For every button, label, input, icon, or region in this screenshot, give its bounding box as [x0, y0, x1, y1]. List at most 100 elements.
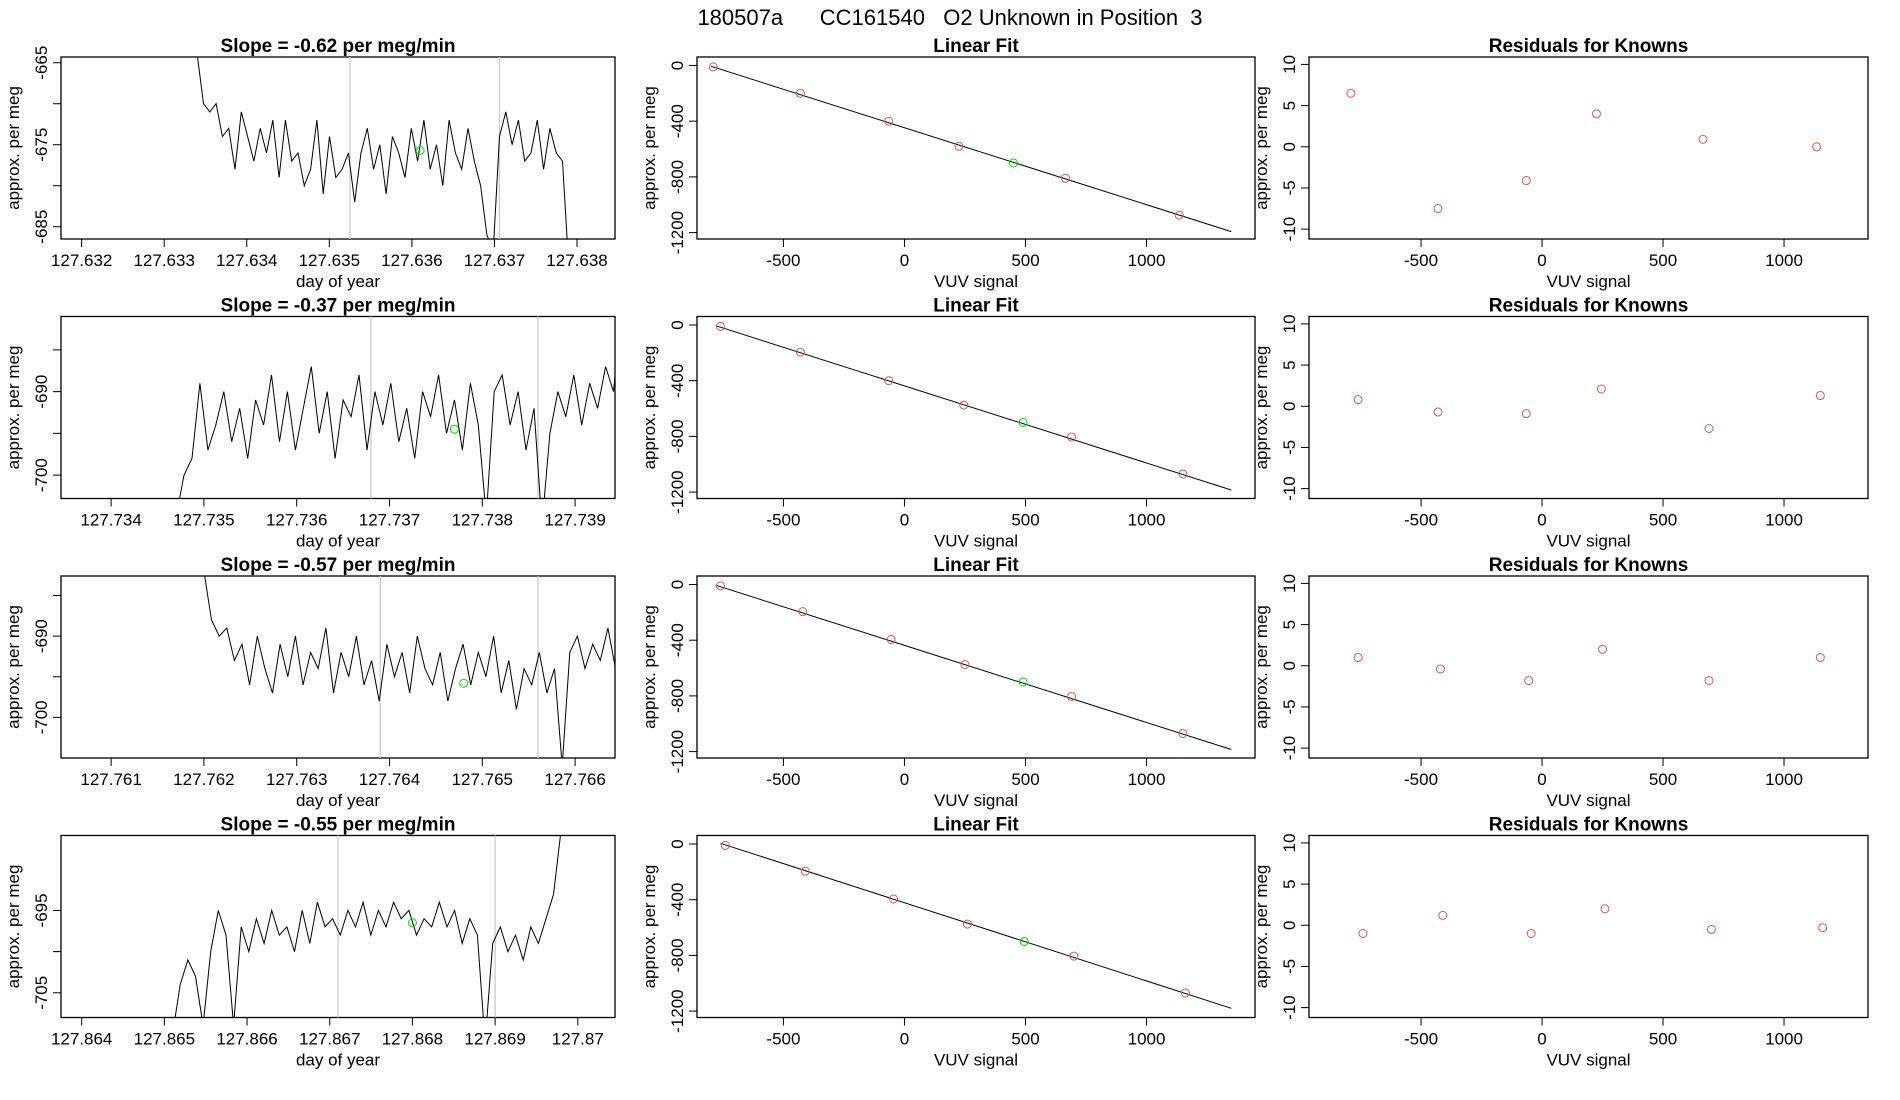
plot-frame — [696, 834, 1256, 1019]
timeseries-panel: Slope = -0.55 per meg/min 127.864 127.865 1… — [4, 815, 616, 1070]
x-tick-label: 500 — [1011, 770, 1039, 789]
residual-point — [1704, 424, 1714, 433]
x-tick-label: 127.763 — [266, 770, 327, 789]
residual-point — [1433, 204, 1443, 214]
residuals-panel: Residuals for Knowns -500 0 500 1000 10 5 0 -5 -1… — [1252, 296, 1869, 551]
residual-point — [1812, 142, 1822, 152]
x-tick-label: 127.734 — [80, 511, 141, 530]
x-tick-label: 127.766 — [544, 770, 605, 789]
x-tick-label: 127.865 — [134, 1030, 195, 1049]
y-tick-label: -705 — [32, 976, 51, 1010]
x-tick-label: 127.739 — [544, 511, 605, 530]
y-tick-label: -800 — [668, 419, 687, 453]
y-tick-label: -800 — [668, 160, 687, 194]
y-axis-label: approx. per meg — [640, 86, 659, 210]
y-tick-label: -675 — [32, 128, 51, 162]
x-tick-label: -500 — [1404, 251, 1438, 270]
x-tick-label: -500 — [766, 770, 800, 789]
x-tick-label: 127.761 — [80, 770, 141, 789]
x-tick-label: -500 — [1404, 1030, 1438, 1049]
unknown-point — [1008, 158, 1018, 168]
x-tick-label: 1000 — [1765, 770, 1803, 789]
known-point — [798, 607, 808, 617]
known-point — [884, 116, 894, 126]
x-axis-label: VUV signal — [1546, 791, 1630, 810]
series-line — [174, 835, 561, 1018]
x-tick-label: 127.764 — [359, 770, 420, 789]
known-point — [886, 634, 896, 644]
y-axis-label: approx. per meg — [640, 605, 659, 729]
x-tick-label: 1000 — [1765, 511, 1803, 530]
x-axis-label: VUV signal — [1546, 1051, 1630, 1070]
x-tick-label: 1000 — [1128, 1030, 1166, 1049]
y-tick-label: -5 — [1280, 440, 1299, 455]
y-tick-label: -1200 — [668, 730, 687, 773]
y-axis-label: approx. per meg — [4, 605, 23, 729]
residual-point — [1521, 409, 1531, 419]
y-tick-label: -700 — [32, 458, 51, 492]
series-line — [197, 57, 568, 239]
residual-point — [1438, 910, 1448, 920]
y-tick-label: -665 — [32, 46, 51, 80]
known-point — [720, 840, 730, 850]
known-point — [708, 62, 718, 72]
y-tick-label: 0 — [668, 320, 687, 329]
y-tick-label: -5 — [1280, 699, 1299, 714]
known-point — [959, 400, 969, 410]
y-tick-label: -1200 — [668, 470, 687, 513]
x-tick-label: 0 — [1537, 511, 1546, 530]
x-tick-label: 127.735 — [173, 511, 234, 530]
panel-title: Linear Fit — [933, 815, 1019, 836]
y-tick-label: -1200 — [668, 211, 687, 254]
known-point — [954, 141, 964, 151]
fit-line — [720, 842, 1232, 1009]
linear-fit-panel: Linear Fit -500 0 500 1000 0 -400 -800 -1200 VUV … — [640, 36, 1256, 291]
panel-title: Residuals for Knowns — [1489, 296, 1689, 317]
x-axis-label: day of year — [296, 532, 380, 551]
x-tick-label: 0 — [1537, 770, 1546, 789]
x-tick-label: 500 — [1011, 251, 1039, 270]
y-tick-label: -5 — [1280, 180, 1299, 195]
x-tick-label: 127.637 — [464, 251, 525, 270]
residual-point — [1818, 923, 1828, 933]
x-tick-label: -500 — [1404, 770, 1438, 789]
y-tick-label: 0 — [1280, 921, 1299, 930]
panel-title: Slope = -0.55 per meg/min — [221, 815, 456, 836]
y-tick-label: -10 — [1280, 476, 1299, 501]
plot-frame — [1308, 315, 1869, 500]
plot-frame — [696, 575, 1256, 759]
y-tick-label: -800 — [668, 938, 687, 972]
y-tick-label: 10 — [1280, 314, 1299, 333]
plot-frame — [696, 56, 1256, 240]
x-tick-label: -500 — [1404, 511, 1438, 530]
residuals-panel: Residuals for Knowns -500 0 500 1000 10 5 0 -5 -1… — [1252, 555, 1869, 810]
plot-frame — [1308, 575, 1869, 759]
y-tick-label: -685 — [32, 210, 51, 244]
panel-title: Linear Fit — [933, 555, 1019, 576]
known-point — [1178, 469, 1188, 479]
y-axis-label: approx. per meg — [4, 865, 23, 989]
residual-point — [1704, 676, 1714, 686]
residual-point — [1815, 653, 1825, 663]
residual-point — [1596, 384, 1606, 394]
y-tick-label: 5 — [1280, 101, 1299, 110]
y-tick-label: 5 — [1280, 620, 1299, 629]
series-line — [204, 576, 615, 758]
plot-frame — [60, 315, 616, 500]
residual-point — [1524, 676, 1534, 686]
x-tick-label: -500 — [766, 251, 800, 270]
panel-title: Linear Fit — [933, 296, 1019, 317]
unknown-point — [449, 424, 459, 434]
x-tick-label: 127.866 — [216, 1030, 277, 1049]
y-tick-label: 5 — [1280, 879, 1299, 888]
unknown-point — [1018, 417, 1028, 427]
y-tick-label: -400 — [668, 104, 687, 138]
known-point — [795, 347, 805, 357]
y-axis-label: approx. per meg — [1252, 346, 1271, 470]
fit-line — [710, 65, 1232, 233]
y-axis-label: approx. per meg — [640, 346, 659, 470]
residual-point — [1591, 109, 1601, 119]
x-axis-label: day of year — [296, 791, 380, 810]
timeseries-panel: Slope = -0.37 per meg/min 127.734 127.735 1… — [4, 296, 616, 551]
fit-line — [715, 325, 1232, 491]
